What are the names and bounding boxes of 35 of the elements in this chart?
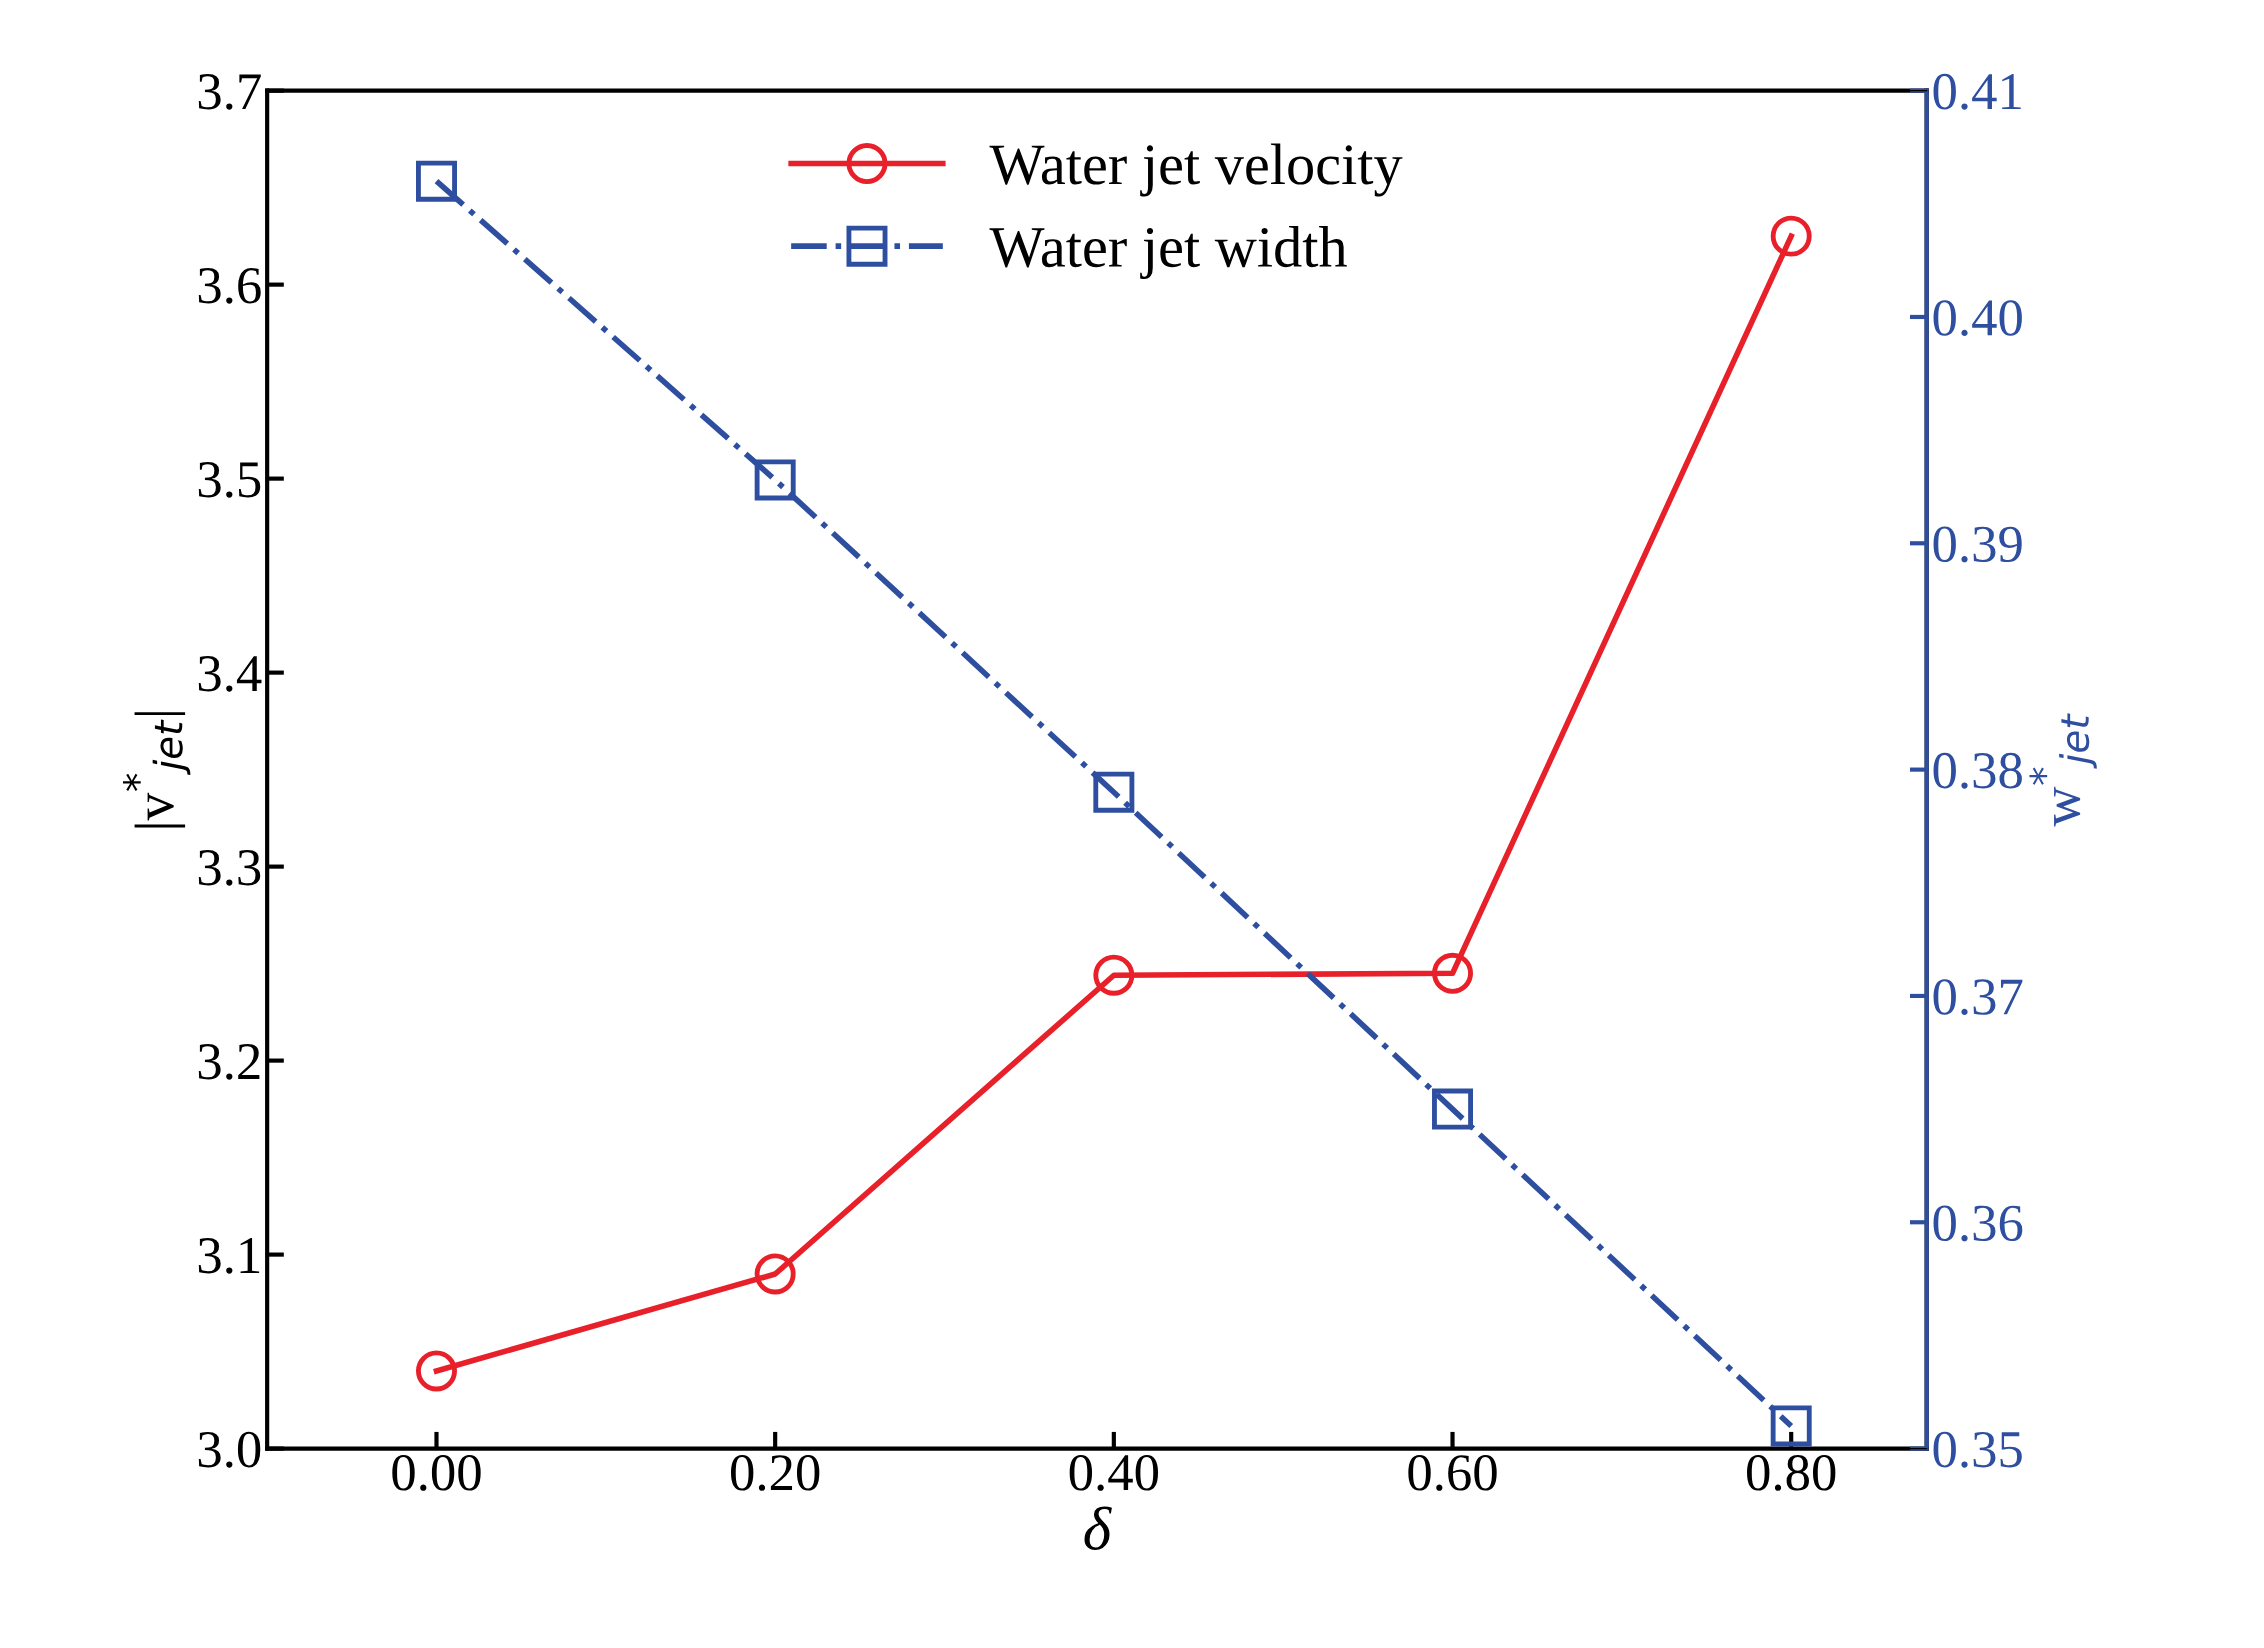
- x-tick-label: 0.60: [1408, 1454, 1497, 1491]
- x-tick-label: 0.00: [392, 1454, 481, 1491]
- point: [1093, 954, 1135, 996]
- x-tick-label: 0.40: [1069, 1454, 1159, 1491]
- y2-tick-label: 0.38: [1933, 752, 2022, 789]
- y2-tick-label: 0.40: [1933, 300, 2022, 337]
- y-tick-label: 3.2: [198, 1043, 260, 1080]
- point: [1432, 952, 1473, 994]
- y-tick-label: 3.7: [198, 74, 261, 110]
- y2-axis-title: w$^{*}$$_{jet}$: [2029, 713, 2097, 827]
- y2-tick-label: 0.36: [1933, 1205, 2023, 1242]
- y-tick-label: 3.0: [198, 1431, 261, 1468]
- point: [1770, 215, 1812, 257]
- point: [754, 459, 796, 501]
- x-axis-title: δ: [1084, 1506, 1112, 1550]
- y2-tick-label: 0.39: [1933, 526, 2022, 563]
- y-tick-label: 3.3: [198, 849, 261, 886]
- y-tick-label: 3.5: [198, 461, 261, 498]
- point: [1770, 1405, 1812, 1447]
- y2-tick-label: 0.37: [1933, 979, 2023, 1015]
- point: [416, 160, 457, 202]
- y-tick-label: 3.6: [198, 268, 261, 304]
- y-tick-label: 3.1: [198, 1237, 260, 1274]
- legend-label: Water jet velocity: [989, 143, 1403, 197]
- point: [1093, 771, 1135, 813]
- x-tick-label: 0.80: [1747, 1454, 1836, 1491]
- x-tick-label: 0.20: [731, 1454, 820, 1491]
- point: [1432, 1088, 1473, 1130]
- y-axis-title: |v$^{*}$$_{jet}$|: [122, 712, 191, 828]
- y-tick-label: 3.4: [198, 655, 262, 692]
- y2-tick-label: 0.41: [1933, 73, 2021, 110]
- legend-label: Water jet width: [989, 226, 1347, 279]
- point: [416, 1350, 457, 1392]
- y2-tick-label: 0.35: [1933, 1431, 2022, 1468]
- point: [754, 1253, 796, 1295]
